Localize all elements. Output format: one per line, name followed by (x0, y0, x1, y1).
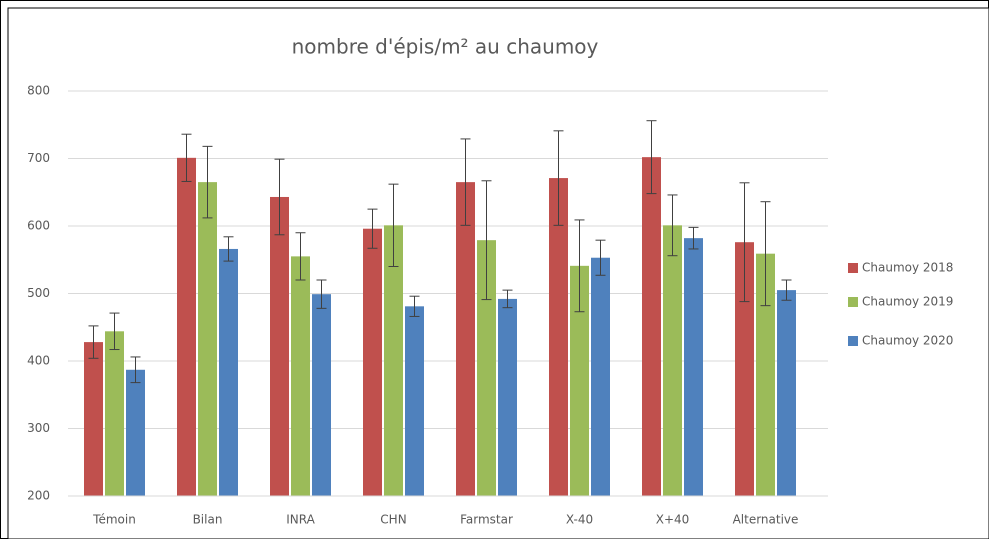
legend-label: Chaumoy 2020 (862, 334, 953, 348)
y-tick-label: 300 (27, 421, 50, 435)
bar (570, 265, 589, 496)
x-tick-label: Bilan (193, 513, 223, 527)
error-bar (367, 208, 378, 249)
error-bar (595, 239, 606, 276)
error-bar (460, 138, 471, 226)
error-bar (646, 120, 657, 195)
error-bar (295, 232, 306, 281)
bar (642, 157, 661, 496)
error-bar (409, 295, 420, 317)
y-tick-label: 400 (27, 354, 50, 368)
bar (591, 257, 610, 496)
x-tick-label: Alternative (733, 513, 799, 527)
bar (498, 298, 517, 496)
error-bar (481, 180, 492, 301)
bar (198, 182, 217, 496)
y-tick-label: 800 (27, 84, 50, 98)
bar (549, 178, 568, 496)
y-tick-label: 600 (27, 219, 50, 233)
error-bar (502, 289, 513, 309)
error-bar (739, 182, 750, 303)
legend-label: Chaumoy 2019 (862, 295, 953, 309)
bar (663, 225, 682, 496)
bar (756, 253, 775, 496)
error-bar (181, 133, 192, 182)
bar (363, 228, 382, 496)
bar (291, 256, 310, 496)
error-bar (781, 279, 792, 301)
legend-swatch (848, 263, 858, 273)
y-tick-label: 200 (27, 489, 50, 503)
y-tick-label: 500 (27, 286, 50, 300)
error-bar (88, 325, 99, 359)
error-bar (316, 279, 327, 309)
x-tick-label: CHN (380, 513, 406, 527)
error-bar (574, 219, 585, 313)
bar (312, 294, 331, 496)
bar (270, 196, 289, 496)
bar (477, 240, 496, 496)
x-tick-label: X-40 (566, 513, 593, 527)
bar (405, 306, 424, 496)
bar (219, 248, 238, 496)
y-tick-label: 700 (27, 151, 50, 165)
bar (456, 182, 475, 496)
error-bar (553, 130, 564, 226)
bar (384, 225, 403, 496)
error-bar (202, 145, 213, 219)
error-bar (109, 312, 120, 351)
error-bar (667, 194, 678, 257)
bar (735, 242, 754, 496)
error-bar (223, 236, 234, 262)
legend-swatch (848, 297, 858, 307)
error-bar (760, 201, 771, 307)
x-tick-label: X+40 (656, 513, 690, 527)
x-tick-label: Témoin (92, 513, 136, 527)
bar (126, 369, 145, 496)
bar (684, 238, 703, 496)
chart-title: nombre d'épis/m² au chaumoy (292, 35, 599, 59)
x-tick-label: Farmstar (460, 513, 513, 527)
error-bar (274, 158, 285, 236)
legend-swatch (848, 336, 858, 346)
bar (84, 342, 103, 496)
bar (177, 157, 196, 496)
error-bar (688, 226, 699, 250)
legend-label: Chaumoy 2018 (862, 261, 953, 275)
bar (777, 290, 796, 496)
x-tick-label: INRA (286, 513, 315, 527)
bar (105, 331, 124, 496)
error-bar (388, 183, 399, 267)
error-bar (130, 356, 141, 384)
